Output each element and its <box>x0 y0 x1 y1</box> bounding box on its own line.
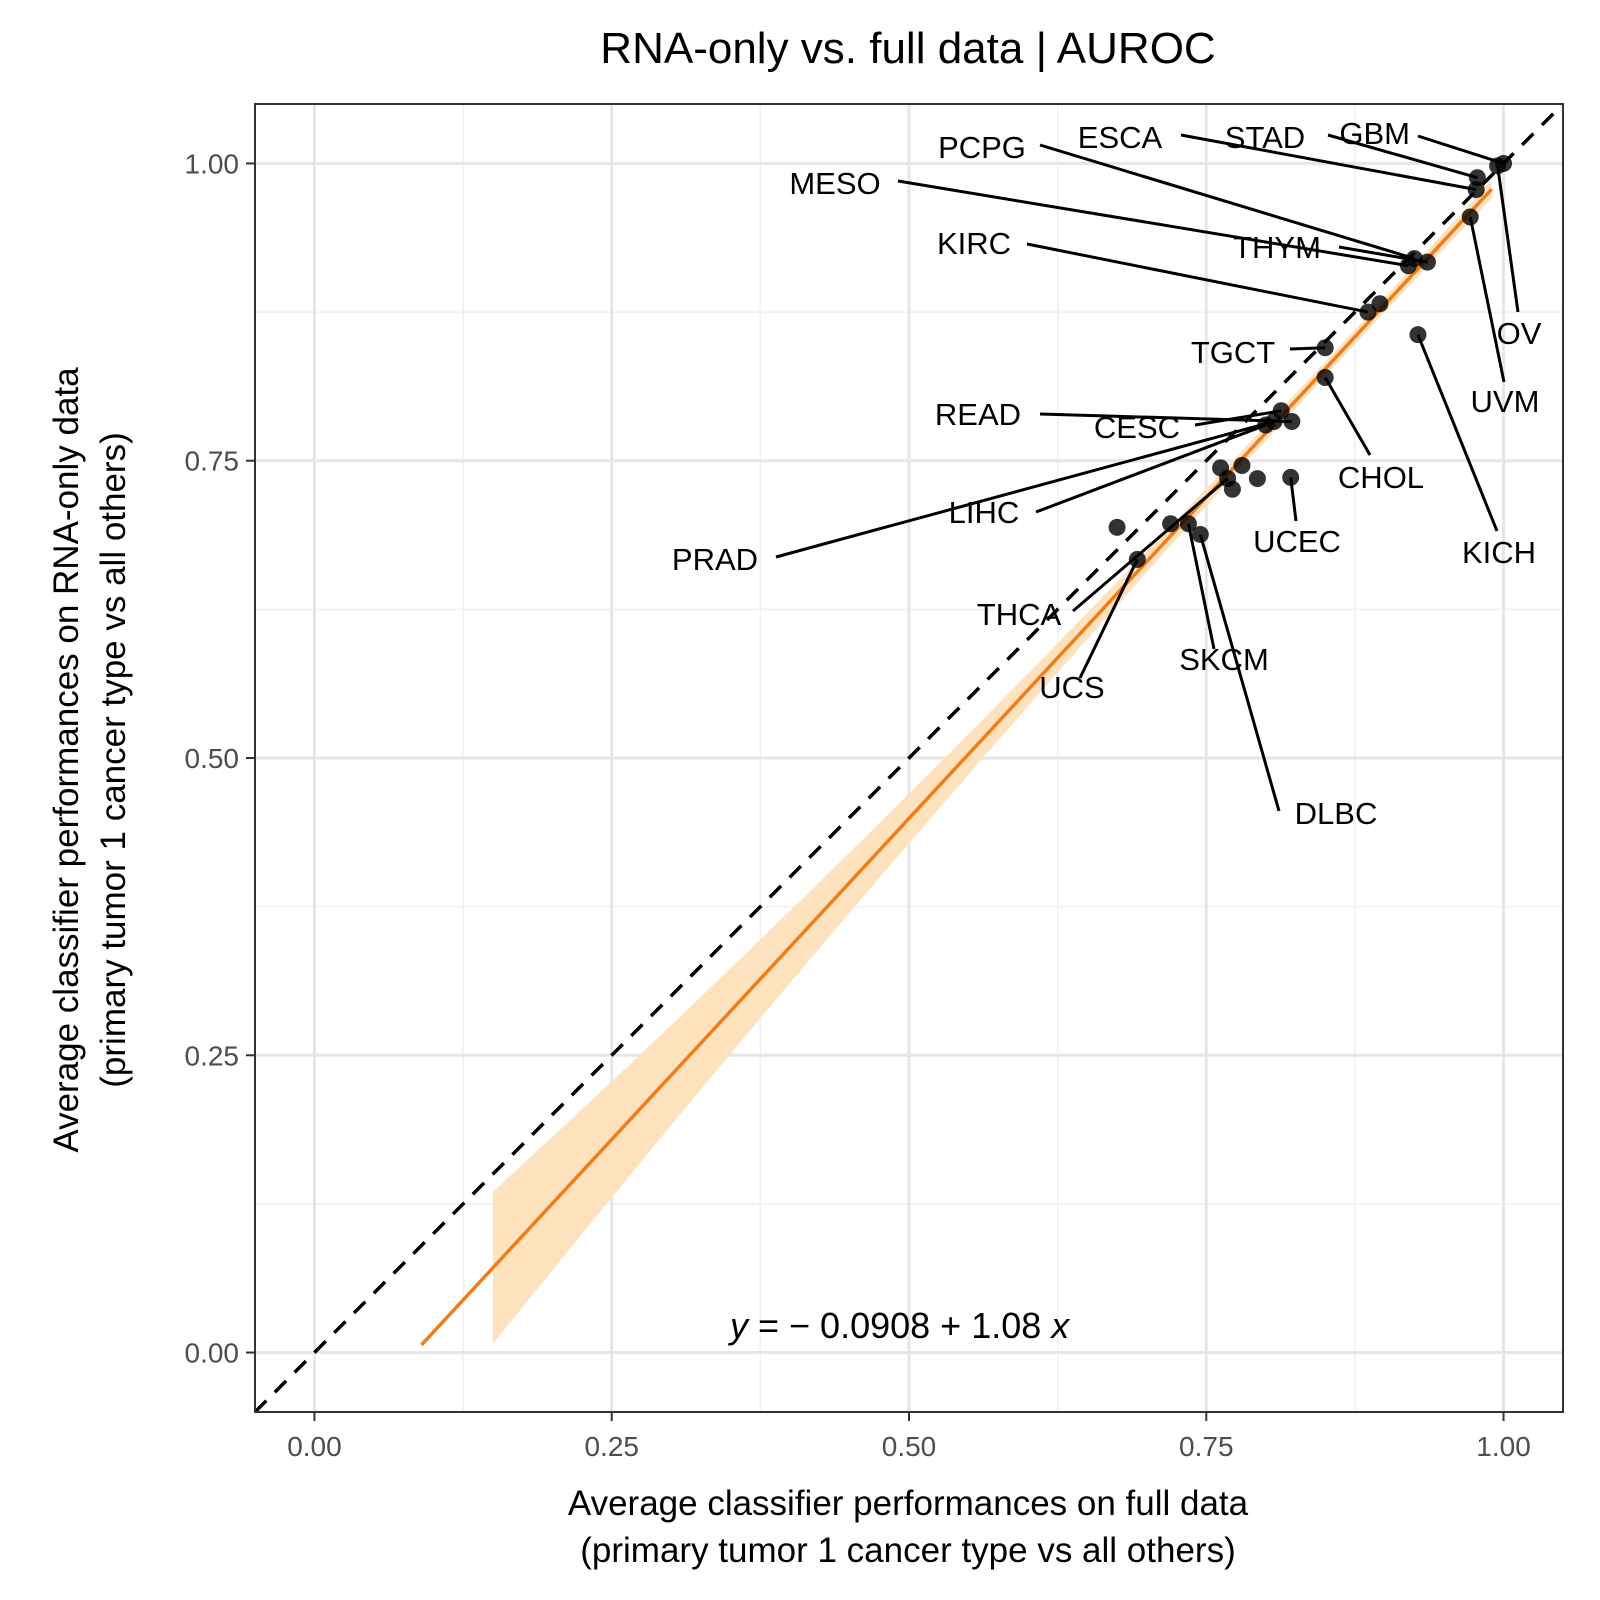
x-axis-ticks: 0.00 0.25 0.50 0.75 1.00 <box>287 1412 1531 1462</box>
leader-line-meso <box>897 179 1409 268</box>
leader-line-read <box>1039 412 1292 423</box>
y-tick-label: 0.00 <box>185 1338 240 1369</box>
x-tick-label: 0.75 <box>1179 1431 1234 1462</box>
x-axis-title-line-1: Average classifier performances on full … <box>568 1484 1249 1523</box>
data-point-unlabeled-20 <box>1248 470 1266 488</box>
equation-y: y <box>727 1305 750 1346</box>
point-label-thca: THCA <box>977 597 1062 632</box>
data-point-esca <box>1467 181 1485 199</box>
leader-line-pcpg <box>1039 143 1415 261</box>
point-label-tgct: TGCT <box>1191 335 1275 370</box>
y-axis-title-line-2: (primary tumor 1 cancer type vs all othe… <box>94 432 133 1087</box>
leader-line-gbm <box>1417 134 1505 165</box>
leader-line-ucs <box>1078 558 1139 679</box>
point-label-skcm: SKCM <box>1179 642 1269 677</box>
point-label-lihc: LIHC <box>949 495 1020 530</box>
data-point-meso <box>1399 257 1417 275</box>
regression-line <box>420 187 1493 1347</box>
leader-line-cesc <box>1194 409 1282 427</box>
point-label-stad: STAD <box>1225 120 1305 155</box>
point-label-ov: OV <box>1497 316 1542 351</box>
leader-line-ov <box>1496 165 1520 313</box>
point-label-chol: CHOL <box>1338 460 1424 495</box>
data-point-ov <box>1489 157 1507 175</box>
data-point-unlabeled-21 <box>1223 480 1241 498</box>
data-point-unlabeled-23 <box>1108 518 1126 536</box>
equation-terms: = − 0.0908 + 1.08 <box>748 1305 1051 1346</box>
data-point-prad <box>1265 412 1283 430</box>
confidence-band <box>492 179 1492 1344</box>
data-point-kich <box>1409 326 1427 344</box>
data-point-chol <box>1316 368 1334 386</box>
point-label-kirc: KIRC <box>937 226 1011 261</box>
point-label-prad: PRAD <box>672 542 758 577</box>
y-equals-x-dashed-line <box>253 102 1565 1414</box>
data-point-thym <box>1418 253 1436 271</box>
point-label-esca: ESCA <box>1078 120 1163 155</box>
data-point-ucs <box>1128 550 1146 568</box>
y-tick-label: 0.50 <box>185 743 240 774</box>
leader-line-kirc <box>1026 242 1369 314</box>
leader-line-dlbc <box>1198 534 1281 812</box>
leader-line-skcm <box>1186 523 1216 650</box>
data-point-unlabeled-24 <box>1162 515 1180 533</box>
data-points <box>1108 154 1513 568</box>
point-label-cesc: CESC <box>1094 410 1180 445</box>
y-tick-label: 0.75 <box>185 446 240 477</box>
point-label-gbm: GBM <box>1339 116 1410 151</box>
y-axis-title-line-1: Average classifier performances on RNA-o… <box>47 367 86 1153</box>
label-leader-lines <box>775 133 1520 812</box>
gridlines <box>255 104 1563 1412</box>
point-label-ucs: UCS <box>1039 670 1104 705</box>
data-point-skcm <box>1179 515 1197 533</box>
y-axis-title: Average classifier performances on RNA-o… <box>47 367 133 1153</box>
data-point-dlbc <box>1191 525 1209 543</box>
point-labels: GBM OV STAD ESCA UVM PCPG MESO THYM KIRC KICH TGCT… <box>672 116 1542 831</box>
equation-x: x <box>1049 1305 1071 1346</box>
point-label-dlbc: DLBC <box>1295 796 1378 831</box>
data-point-unlabeled-9 <box>1371 295 1389 313</box>
data-point-tgct <box>1316 339 1334 357</box>
x-tick-label: 0.25 <box>584 1431 639 1462</box>
regression-equation: y = − 0.0908 + 1.08 x <box>727 1305 1071 1346</box>
leader-line-prad <box>775 420 1275 559</box>
identity-reference-line <box>253 102 1565 1414</box>
regression-fit-line <box>420 187 1493 1347</box>
point-label-pcpg: PCPG <box>938 130 1026 165</box>
x-tick-label: 0.50 <box>882 1431 937 1462</box>
x-tick-label: 1.00 <box>1476 1431 1531 1462</box>
data-point-read <box>1283 412 1301 430</box>
point-label-uvm: UVM <box>1471 384 1540 419</box>
y-axis-ticks: 0.00 0.25 0.50 0.75 1.00 <box>185 148 255 1369</box>
leader-line-lihc <box>1035 423 1267 514</box>
x-axis-title-line-2: (primary tumor 1 cancer type vs all othe… <box>580 1531 1235 1570</box>
leader-line-chol <box>1323 376 1372 456</box>
data-point-kirc <box>1359 303 1377 321</box>
x-tick-label: 0.00 <box>287 1431 342 1462</box>
confidence-band-area <box>492 179 1492 1344</box>
point-label-thym: THYM <box>1233 230 1321 265</box>
point-label-read: READ <box>935 397 1021 432</box>
leader-line-thca <box>1072 477 1229 613</box>
data-point-ucec <box>1282 468 1300 486</box>
leader-line-stad <box>1327 133 1478 180</box>
leader-line-uvm <box>1468 216 1506 383</box>
leader-line-esca <box>1180 133 1477 192</box>
point-label-ucec: UCEC <box>1253 524 1341 559</box>
y-tick-label: 1.00 <box>185 148 240 179</box>
chart-title: RNA-only vs. full data | AUROC <box>600 24 1215 73</box>
data-point-unlabeled-18 <box>1233 456 1251 474</box>
leader-line-kich <box>1416 334 1499 532</box>
data-point-uvm <box>1461 208 1479 226</box>
point-label-meso: MESO <box>789 166 880 201</box>
point-label-kich: KICH <box>1462 535 1536 570</box>
y-tick-label: 0.25 <box>185 1040 240 1071</box>
